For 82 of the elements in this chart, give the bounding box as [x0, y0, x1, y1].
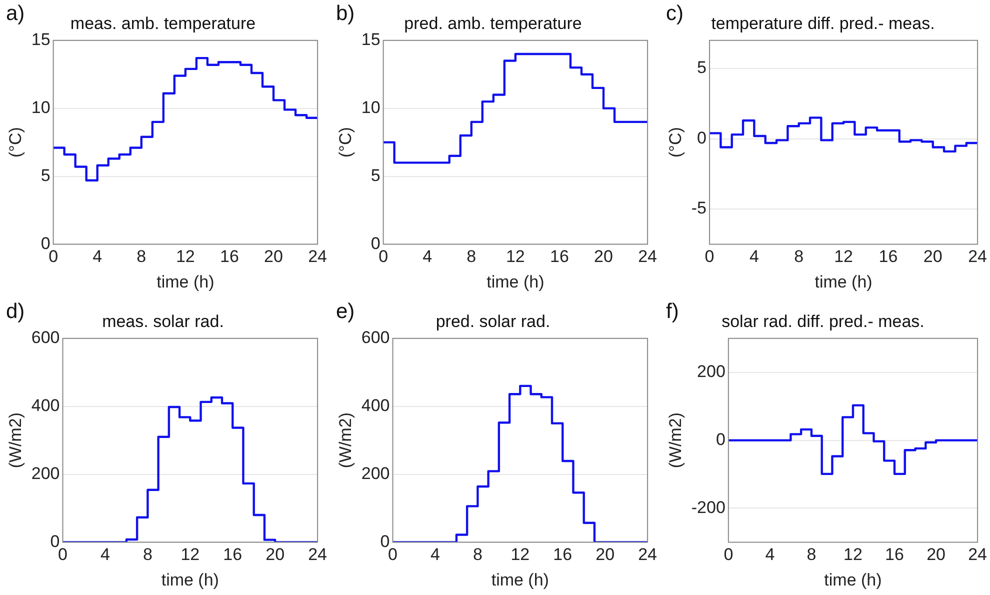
y-tick-label: 10 — [361, 98, 380, 118]
x-tick-label: 4 — [422, 247, 432, 266]
y-tick-label: 0 — [716, 430, 726, 449]
x-axis-title: time (h) — [486, 272, 544, 292]
x-axis-title: time (h) — [161, 570, 219, 590]
chart-title: meas. amb. temperature — [70, 14, 256, 33]
y-tick-label: 600 — [31, 328, 60, 348]
y-tick-label: 0 — [370, 234, 380, 253]
text: f) — [666, 300, 679, 324]
text: a) — [6, 2, 25, 26]
x-axis-title: time (h) — [491, 570, 549, 590]
text: d) — [6, 300, 25, 324]
y-axis-title: (°C) — [6, 127, 25, 158]
x-tick-label: 12 — [176, 247, 195, 266]
text: b) — [336, 2, 355, 26]
chart-title: solar rad. diff. pred.- meas. — [722, 312, 924, 331]
y-axis-title: (W/m2) — [6, 412, 25, 468]
y-tick-label: 0 — [697, 128, 707, 148]
x-tick-label: 12 — [506, 247, 525, 266]
y-tick-label: 5 — [40, 166, 50, 185]
x-tick-label: 12 — [510, 545, 530, 564]
x-tick-label: 8 — [806, 545, 816, 564]
y-axis-title: (W/m2) — [666, 412, 685, 468]
x-tick-label: 8 — [794, 247, 804, 266]
y-tick-label: 5 — [697, 58, 707, 78]
y-tick-label: 5 — [370, 166, 380, 185]
y-tick-label: 15 — [361, 30, 380, 50]
y-tick-label: 0 — [50, 532, 60, 551]
x-tick-label: 16 — [220, 247, 239, 266]
x-tick-label: 16 — [878, 247, 898, 266]
chart-title: pred. amb. temperature — [404, 14, 582, 33]
x-tick-label: 12 — [844, 545, 862, 564]
x-tick-label: 24 — [308, 247, 328, 266]
y-tick-label: 200 — [697, 362, 726, 382]
x-tick-label: 20 — [594, 247, 613, 266]
x-tick-label: 20 — [926, 545, 946, 564]
y-tick-label: 0 — [40, 234, 50, 253]
y-axis-title: (°C) — [666, 127, 685, 158]
y-axis-title: (°C) — [336, 127, 355, 158]
x-tick-label: 4 — [765, 545, 775, 564]
x-tick-label: 4 — [430, 545, 440, 564]
x-tick-label: 24 — [968, 545, 988, 564]
x-tick-label: 4 — [749, 247, 759, 266]
text: c) — [666, 2, 684, 26]
y-tick-label: 200 — [31, 464, 60, 483]
chart-title: pred. solar rad. — [436, 312, 550, 331]
x-tick-label: 4 — [100, 545, 110, 564]
x-axis-title: time (h) — [814, 272, 872, 292]
y-tick-label: 15 — [31, 30, 50, 50]
x-tick-label: 16 — [885, 545, 904, 564]
chart-title: meas. solar rad. — [102, 312, 224, 331]
y-tick-label: 200 — [361, 464, 390, 483]
x-tick-label: 16 — [550, 247, 569, 266]
text: e) — [336, 300, 355, 324]
y-tick-label: 400 — [31, 396, 60, 416]
x-tick-label: 16 — [553, 545, 572, 564]
y-tick-label: 400 — [361, 396, 390, 416]
x-tick-label: 24 — [638, 545, 658, 564]
y-tick-label: 600 — [361, 328, 390, 348]
x-tick-label: 20 — [596, 545, 615, 564]
x-tick-label: 12 — [834, 247, 853, 266]
y-tick-label: -200 — [691, 498, 726, 517]
x-tick-label: 20 — [266, 545, 285, 564]
x-tick-label: 20 — [264, 247, 283, 266]
x-tick-label: 8 — [142, 545, 152, 564]
x-tick-label: 12 — [180, 545, 200, 564]
x-tick-label: 16 — [223, 545, 242, 564]
y-tick-label: 10 — [31, 98, 50, 118]
y-tick-label: -5 — [691, 198, 707, 218]
x-tick-label: 24 — [968, 247, 988, 266]
x-tick-label: 24 — [638, 247, 658, 266]
x-tick-label: 4 — [92, 247, 102, 266]
x-tick-label: 8 — [466, 247, 476, 266]
y-tick-label: 0 — [380, 532, 390, 551]
x-tick-label: 20 — [923, 247, 942, 266]
x-axis-title: time (h) — [156, 272, 214, 292]
chart-title: temperature diff. pred.- meas. — [711, 14, 935, 33]
x-tick-label: 8 — [136, 247, 146, 266]
x-tick-label: 24 — [308, 545, 328, 564]
x-axis-title: time (h) — [824, 570, 882, 590]
x-tick-label: 8 — [472, 545, 482, 564]
y-axis-title: (W/m2) — [336, 412, 355, 468]
